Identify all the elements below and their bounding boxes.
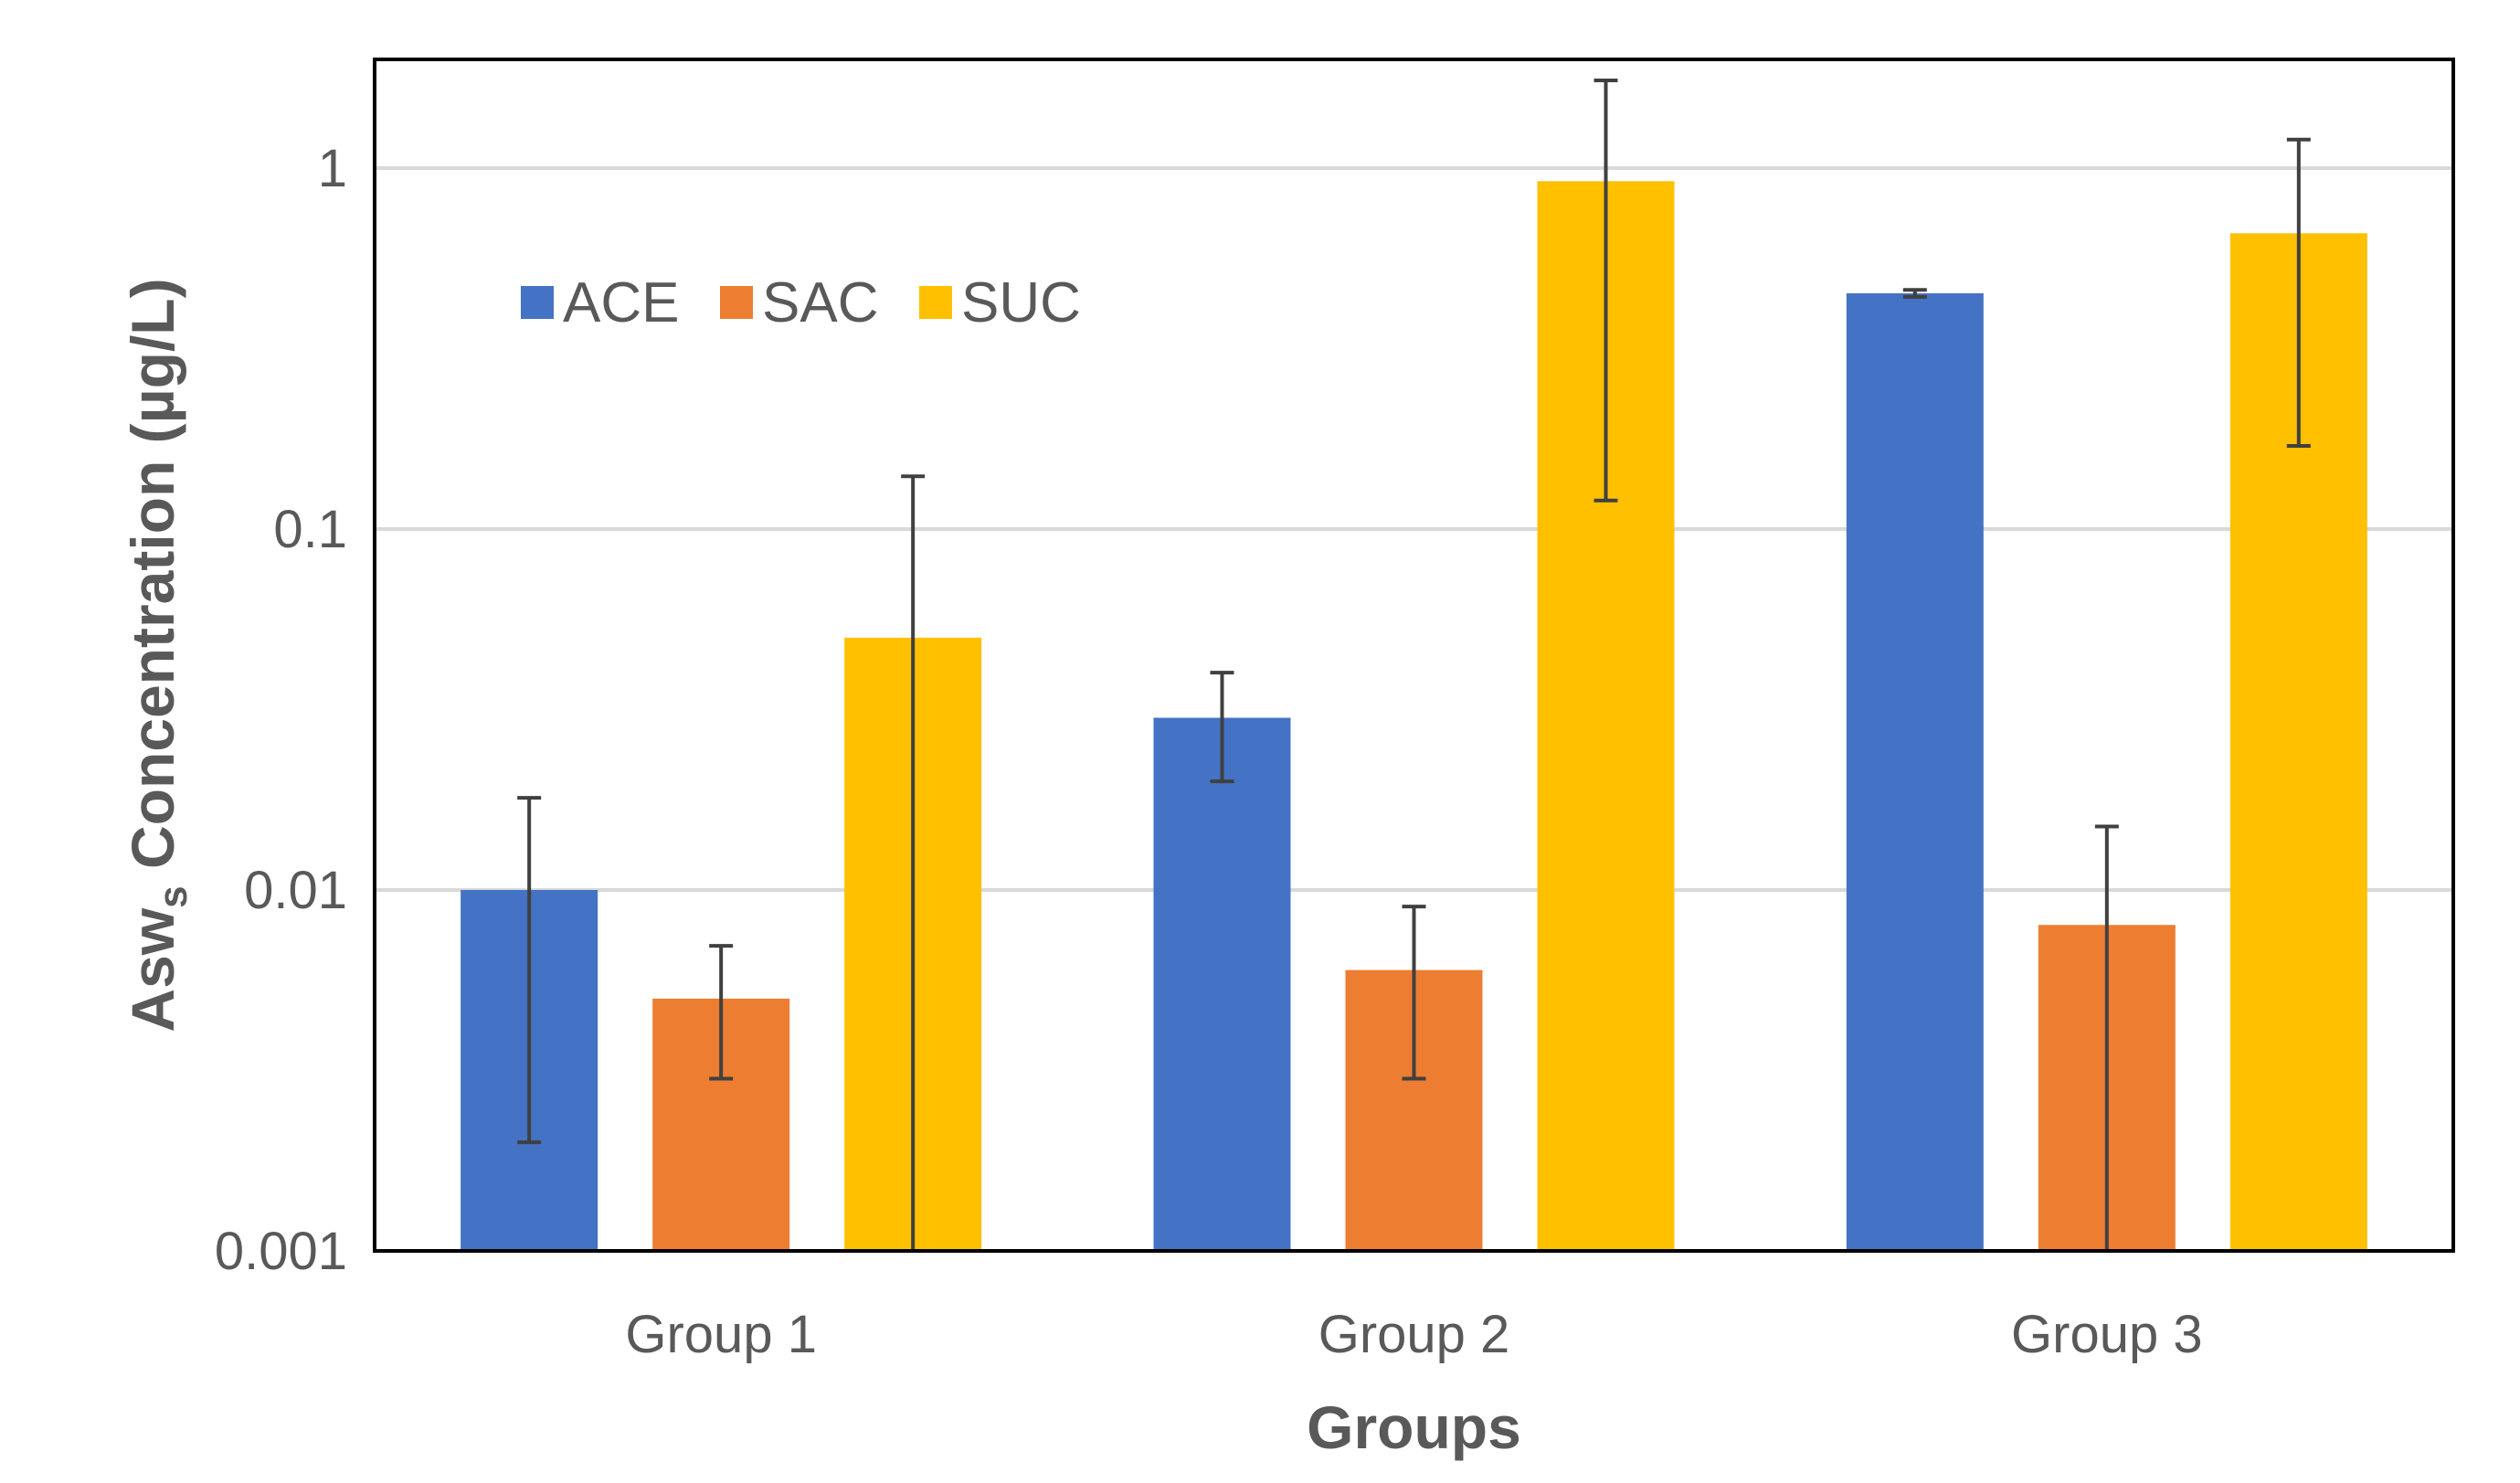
- x-tick-label: Group 2: [1318, 1305, 1510, 1364]
- error-bar-ace-1: [517, 796, 542, 1145]
- y-tick-label: 1: [318, 139, 347, 198]
- legend-label: SUC: [961, 271, 1081, 334]
- y-axis-title-suffix: Concentration (µg/L): [119, 278, 186, 885]
- error-bar-sac-2: [1402, 905, 1426, 1081]
- legend-item-ace: ACE: [521, 271, 679, 334]
- x-tick-label: Group 1: [625, 1305, 817, 1364]
- x-axis-title: Groups: [1307, 1393, 1521, 1461]
- legend-swatch: [521, 286, 554, 319]
- error-bars: [517, 78, 2311, 1251]
- legend-label: ACE: [563, 271, 679, 334]
- legend-label: SAC: [762, 271, 878, 334]
- y-tick-label: 0.001: [215, 1222, 347, 1281]
- y-axis-title-prefix: Asw: [119, 907, 186, 1032]
- bar-ace-3: [1846, 292, 1984, 1251]
- error-bar-suc-2: [1594, 78, 1618, 503]
- y-tick-label: 0.1: [273, 500, 347, 559]
- x-tick-label: Group 3: [2011, 1305, 2203, 1364]
- y-axis-title-subscript: s: [151, 885, 196, 907]
- legend-item-sac: SAC: [720, 271, 878, 334]
- error-bar-sac-1: [709, 944, 734, 1081]
- error-bar-ace-2: [1210, 671, 1234, 784]
- plot-frame: [373, 58, 2455, 1253]
- legend-swatch: [919, 286, 952, 319]
- x-axis-ticks: Group 1 Group 2 Group 3: [625, 1305, 2202, 1364]
- legend-swatch: [720, 286, 753, 319]
- y-tick-label: 0.01: [244, 861, 347, 920]
- y-axis-ticks: 0.001 0.01 0.1 1: [215, 139, 347, 1281]
- bars: [461, 181, 2367, 1251]
- bar-ace-2: [1153, 717, 1291, 1251]
- error-bar-ace-3: [1902, 288, 1927, 299]
- gridlines: [375, 166, 2453, 892]
- error-bar-suc-3: [2286, 137, 2311, 448]
- error-bar-suc-1: [901, 474, 926, 1251]
- legend: ACE SAC SUC: [521, 271, 1081, 334]
- legend-item-suc: SUC: [919, 271, 1081, 334]
- y-axis-title: Asws Concentration (µg/L): [119, 278, 196, 1032]
- error-bar-sac-3: [2094, 824, 2119, 1251]
